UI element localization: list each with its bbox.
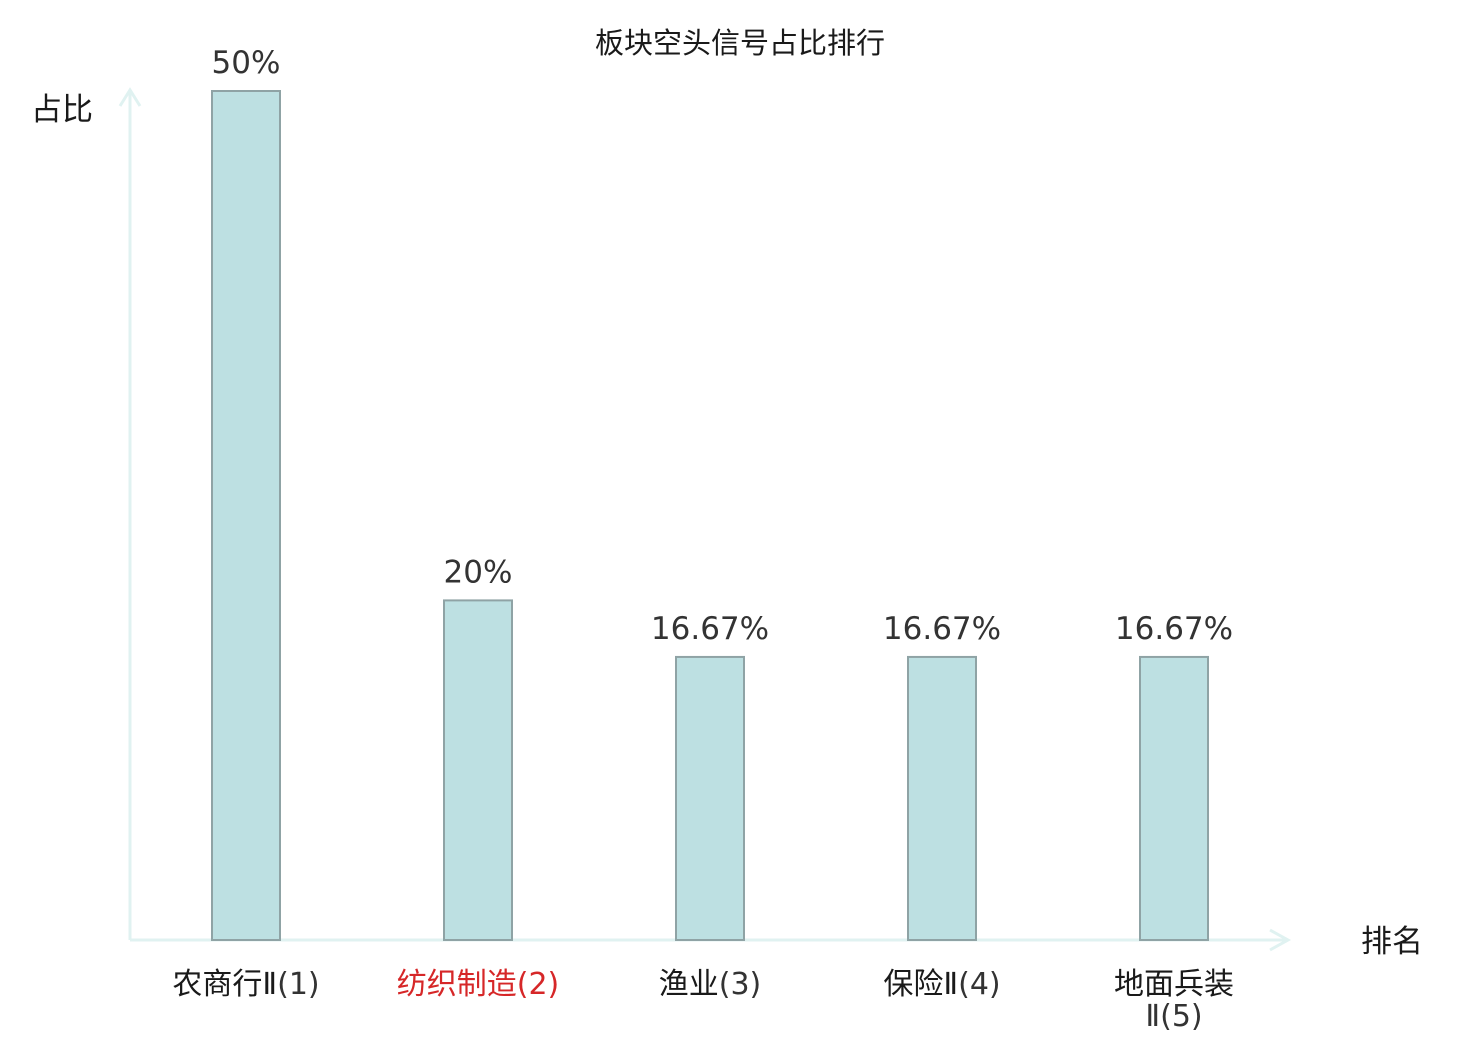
value-label-4: 16.67% [883, 611, 1001, 647]
chart-title: 板块空头信号占比排行 [595, 26, 885, 60]
category-label-3: 渔业(3) [659, 967, 762, 1002]
bars-group [211, 90, 1209, 942]
value-label-2: 20% [444, 554, 513, 590]
bar-5 [1139, 655, 1209, 942]
y-axis-label: 占比 [31, 92, 93, 128]
category-label-4: 保险Ⅱ(4) [883, 967, 1000, 1002]
value-label-3: 16.67% [651, 611, 769, 647]
value-label-5: 16.67% [1115, 611, 1233, 647]
x-axis-label: 排名 [1361, 924, 1423, 960]
bar-4 [907, 655, 977, 942]
category-label-1: 农商行Ⅱ(1) [172, 967, 319, 1002]
x-axis-arrow [1269, 928, 1292, 952]
category-labels-group: 农商行Ⅱ(1) 纺织制造(2) 渔业(3) 保险Ⅱ(4) 地面兵装 Ⅱ(5) [172, 967, 1234, 1034]
y-axis-arrow [118, 87, 142, 107]
bar-1 [211, 90, 281, 941]
value-label-1: 50% [212, 45, 281, 81]
category-label-2: 纺织制造(2) [397, 967, 560, 1002]
value-labels-group: 50% 20% 16.67% 16.67% 16.67% [212, 45, 1234, 647]
category-label-5: 地面兵装 Ⅱ(5) [1114, 967, 1234, 1034]
bar-2 [443, 599, 513, 942]
bar-3 [675, 655, 745, 942]
